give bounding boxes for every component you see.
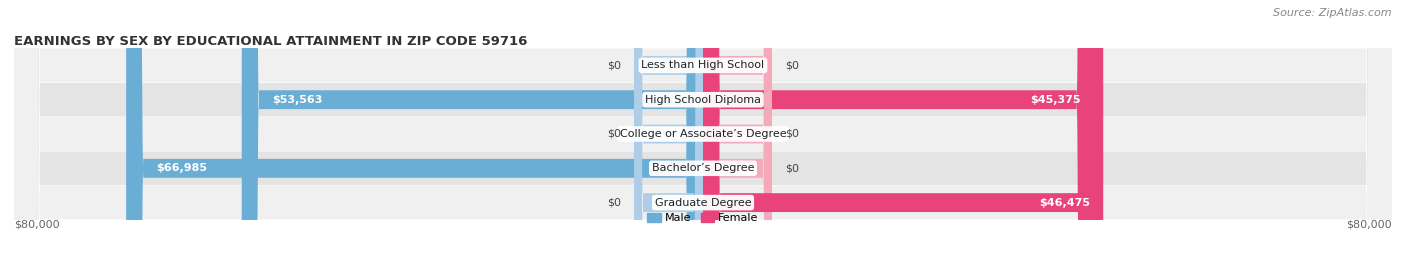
Text: $80,000: $80,000	[1347, 220, 1392, 230]
Text: Graduate Degree: Graduate Degree	[655, 198, 751, 208]
FancyBboxPatch shape	[703, 0, 772, 268]
Text: $0: $0	[607, 60, 621, 70]
Text: $0: $0	[785, 60, 799, 70]
Text: $0: $0	[607, 198, 621, 208]
Text: $46,475: $46,475	[1039, 198, 1090, 208]
Text: Source: ZipAtlas.com: Source: ZipAtlas.com	[1274, 8, 1392, 18]
FancyBboxPatch shape	[14, 0, 1392, 268]
Text: $0: $0	[607, 129, 621, 139]
Text: $66,985: $66,985	[156, 163, 207, 173]
FancyBboxPatch shape	[14, 0, 1392, 268]
Text: EARNINGS BY SEX BY EDUCATIONAL ATTAINMENT IN ZIP CODE 59716: EARNINGS BY SEX BY EDUCATIONAL ATTAINMEN…	[14, 35, 527, 48]
FancyBboxPatch shape	[127, 0, 703, 268]
Text: $53,563: $53,563	[271, 95, 322, 105]
FancyBboxPatch shape	[703, 0, 1104, 268]
Text: Bachelor’s Degree: Bachelor’s Degree	[652, 163, 754, 173]
FancyBboxPatch shape	[14, 0, 1392, 268]
Text: $45,375: $45,375	[1031, 95, 1081, 105]
FancyBboxPatch shape	[634, 0, 703, 268]
FancyBboxPatch shape	[703, 0, 772, 268]
FancyBboxPatch shape	[14, 0, 1392, 268]
Legend: Male, Female: Male, Female	[643, 209, 763, 228]
FancyBboxPatch shape	[14, 0, 1392, 268]
Text: High School Diploma: High School Diploma	[645, 95, 761, 105]
FancyBboxPatch shape	[242, 0, 703, 268]
Text: College or Associate’s Degree: College or Associate’s Degree	[620, 129, 786, 139]
Text: $0: $0	[785, 163, 799, 173]
FancyBboxPatch shape	[634, 0, 703, 268]
Text: $0: $0	[785, 129, 799, 139]
Text: $80,000: $80,000	[14, 220, 59, 230]
Text: Less than High School: Less than High School	[641, 60, 765, 70]
FancyBboxPatch shape	[703, 0, 772, 268]
FancyBboxPatch shape	[703, 0, 1094, 268]
FancyBboxPatch shape	[634, 0, 703, 268]
